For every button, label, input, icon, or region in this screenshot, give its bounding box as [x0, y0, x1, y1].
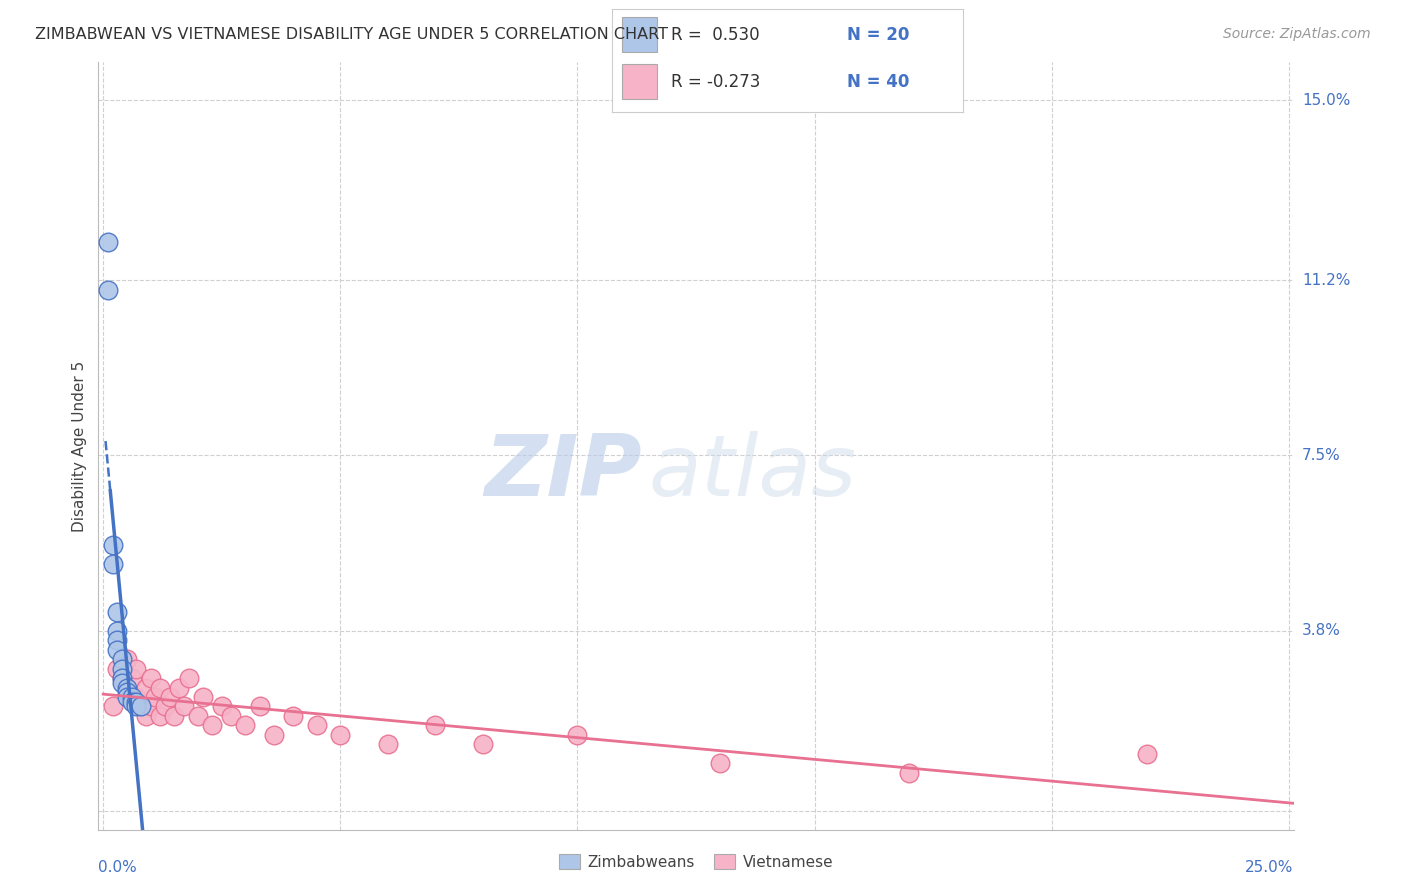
Point [211, 699, 233, 714]
Point [159, 690, 181, 704]
Point [135, 709, 157, 723]
Text: 7.5%: 7.5% [1302, 448, 1340, 463]
Text: 0.0%: 0.0% [98, 860, 138, 875]
Text: atlas: atlas [648, 432, 856, 515]
Point [125, 699, 148, 714]
Point [105, 633, 128, 648]
Point [139, 699, 162, 714]
Point [105, 624, 128, 638]
Point [377, 737, 399, 751]
Point [173, 699, 195, 714]
Point [235, 718, 257, 732]
Point [101, 699, 124, 714]
Point [125, 695, 148, 709]
Legend: Zimbabweans, Vietnamese: Zimbabweans, Vietnamese [553, 848, 839, 876]
Point [97, 283, 120, 297]
Point [249, 699, 271, 714]
Point [115, 681, 138, 695]
Text: 15.0%: 15.0% [1302, 93, 1350, 108]
Point [139, 671, 162, 685]
Text: ZIP: ZIP [485, 432, 643, 515]
Point [281, 709, 304, 723]
Point [105, 662, 128, 676]
Point [149, 681, 172, 695]
Point [201, 718, 224, 732]
Bar [621, 17, 657, 52]
Point [97, 235, 120, 250]
Point [177, 671, 200, 685]
Point [305, 718, 328, 732]
Point [898, 765, 921, 780]
Point [423, 718, 446, 732]
Point [153, 699, 176, 714]
Text: ZIMBABWEAN VS VIETNAMESE DISABILITY AGE UNDER 5 CORRELATION CHART: ZIMBABWEAN VS VIETNAMESE DISABILITY AGE … [35, 27, 668, 42]
Point [121, 690, 143, 704]
Point [115, 681, 138, 695]
Point [111, 662, 134, 676]
Point [101, 558, 124, 572]
Point [105, 642, 128, 657]
Point [115, 690, 138, 704]
Point [567, 728, 589, 742]
Y-axis label: Disability Age Under 5: Disability Age Under 5 [72, 360, 87, 532]
Point [121, 695, 143, 709]
Point [163, 709, 186, 723]
Point [101, 538, 124, 552]
Bar [621, 64, 657, 99]
Text: 11.2%: 11.2% [1302, 273, 1350, 288]
Point [115, 652, 138, 666]
Point [121, 671, 143, 685]
Point [1135, 747, 1157, 761]
Text: Source: ZipAtlas.com: Source: ZipAtlas.com [1223, 27, 1371, 41]
Text: 25.0%: 25.0% [1246, 860, 1294, 875]
Point [105, 605, 128, 619]
Point [129, 699, 152, 714]
Text: N = 20: N = 20 [848, 26, 910, 44]
Point [149, 709, 172, 723]
Point [111, 671, 134, 685]
Point [115, 685, 138, 699]
Point [167, 681, 190, 695]
Point [129, 699, 152, 714]
Point [191, 690, 214, 704]
Point [329, 728, 352, 742]
Text: N = 40: N = 40 [848, 73, 910, 91]
Point [111, 675, 134, 690]
Point [471, 737, 494, 751]
Point [219, 709, 242, 723]
Point [263, 728, 285, 742]
Text: R =  0.530: R = 0.530 [672, 26, 761, 44]
Point [143, 690, 166, 704]
Point [709, 756, 731, 771]
Point [111, 652, 134, 666]
Point [125, 690, 148, 704]
Point [125, 662, 148, 676]
Point [135, 681, 157, 695]
Point [111, 671, 134, 685]
Point [187, 709, 209, 723]
Text: 3.8%: 3.8% [1302, 624, 1341, 638]
Text: R = -0.273: R = -0.273 [672, 73, 761, 91]
